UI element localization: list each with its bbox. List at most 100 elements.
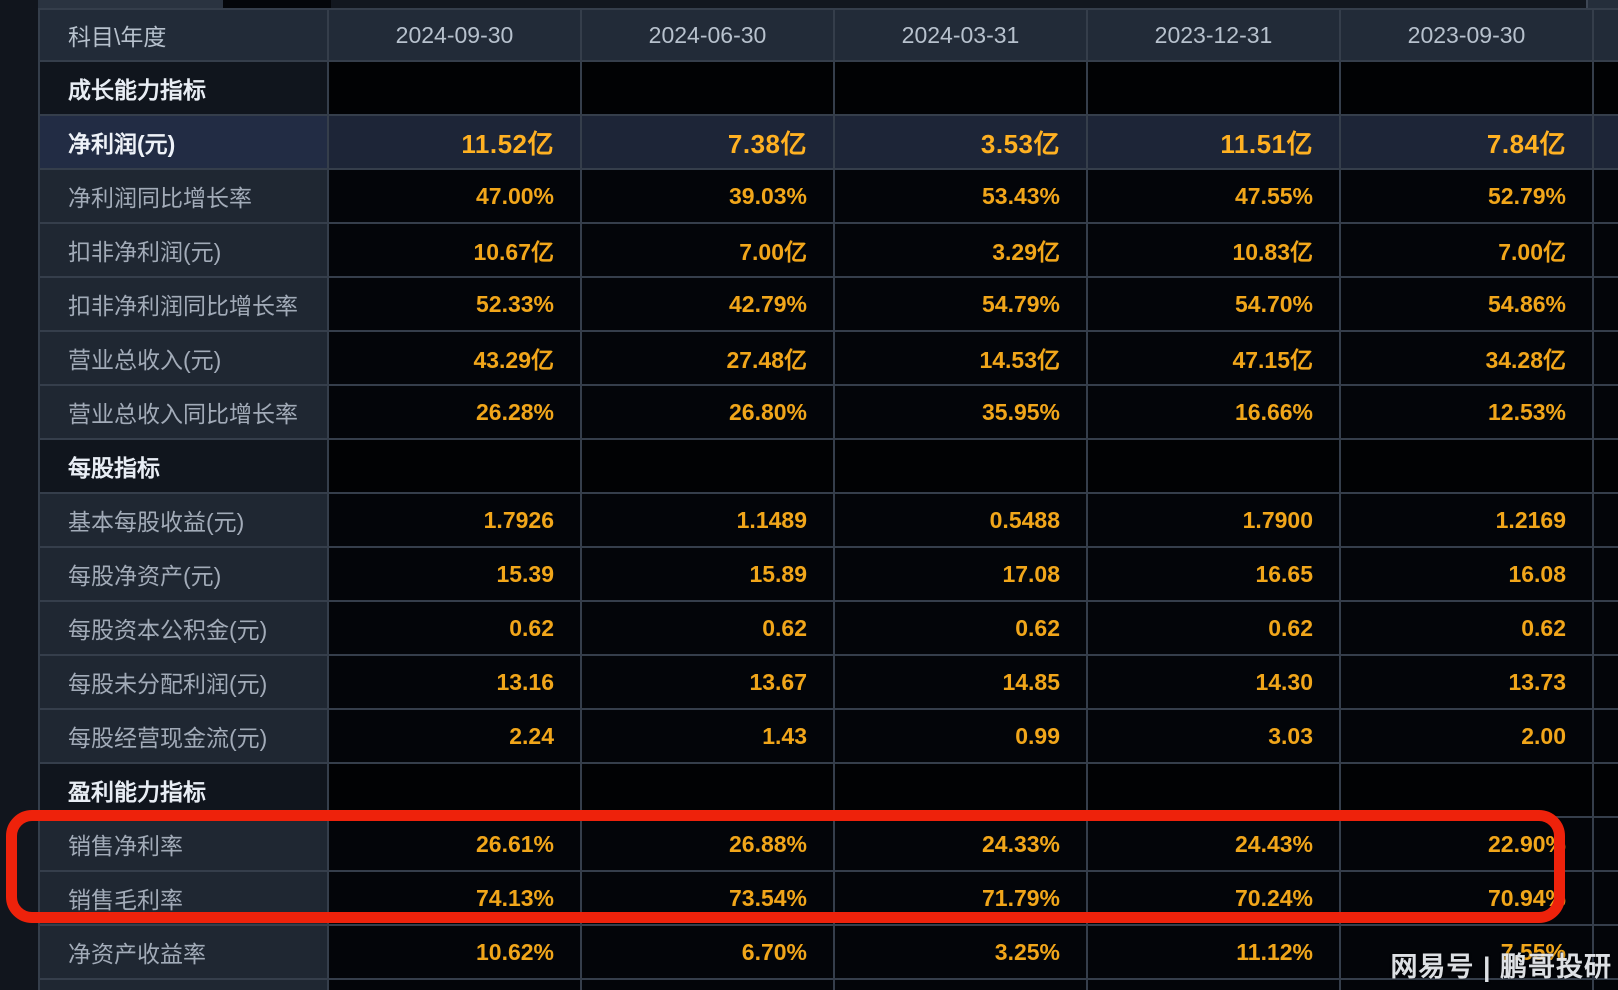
row-label: 每股资本公积金(元) [38, 600, 329, 656]
row-label: 销售净利率 [38, 816, 329, 872]
header-cell-clipped [1592, 8, 1618, 62]
cell-value: 43.29亿 [327, 330, 582, 386]
cell-value [1086, 60, 1341, 116]
cell-clipped [1592, 654, 1618, 710]
cell-clipped [1592, 330, 1618, 386]
cell-value: 14.53亿 [833, 330, 1088, 386]
cell-value [1086, 978, 1341, 990]
cell-value: 3.25% [833, 924, 1088, 980]
cell-value: 11.51亿 [1086, 114, 1341, 170]
cell-value: 7.55% [1339, 924, 1594, 980]
cell-value: 26.28% [327, 384, 582, 440]
cell-value [580, 978, 835, 990]
cell-value: 16.65 [1086, 546, 1341, 602]
cell-value: 1.7926 [327, 492, 582, 548]
cell-value: 13.73 [1339, 654, 1594, 710]
row-label: 扣非净利润同比增长率 [38, 276, 329, 332]
header-cell-date: 2024-09-30 [327, 8, 582, 62]
cell-value: 3.03 [1086, 708, 1341, 764]
cell-value: 22.90% [1339, 816, 1594, 872]
cell-value: 54.70% [1086, 276, 1341, 332]
cell-value [833, 762, 1088, 818]
table-body: 成长能力指标 净利润(元) 11.52亿 7.38亿 3.53亿 11.51亿 7.84亿净… [38, 60, 1618, 990]
cell-value: 7.00亿 [580, 222, 835, 278]
cell-value: 0.62 [833, 600, 1088, 656]
row-label: 每股未分配利润(元) [38, 654, 329, 710]
row-label: 净利润(元) [38, 114, 329, 170]
section-row[interactable]: 盈利能力指标 [38, 762, 1618, 818]
cell-value: 47.55% [1086, 168, 1341, 224]
cell-value: 17.08 [833, 546, 1088, 602]
cell-value: 3.29亿 [833, 222, 1088, 278]
cell-value: 34.28亿 [1339, 330, 1594, 386]
cell-value: 42.79% [580, 276, 835, 332]
cell-clipped [1592, 60, 1618, 116]
cell-value: 70.24% [1086, 870, 1341, 926]
cell-value: 10.67亿 [327, 222, 582, 278]
cell-value [1086, 438, 1341, 494]
table-row[interactable]: 净资产收益率 10.62% 6.70% 3.25% 11.12% 7.55% [38, 924, 1618, 980]
cell-value: 54.79% [833, 276, 1088, 332]
cell-value [833, 60, 1088, 116]
header-cell-date: 2023-12-31 [1086, 8, 1341, 62]
cell-clipped [1592, 816, 1618, 872]
table-row[interactable]: 扣非净利润同比增长率 52.33% 42.79% 54.79% 54.70% 54.86% [38, 276, 1618, 332]
highlighted-table-row[interactable]: 净利润(元) 11.52亿 7.38亿 3.53亿 11.51亿 7.84亿 [38, 114, 1618, 170]
cell-value: 13.16 [327, 654, 582, 710]
table-row[interactable]: 净利润同比增长率 47.00% 39.03% 53.43% 47.55% 52.79% [38, 168, 1618, 224]
table-row[interactable]: 基本每股收益(元) 1.7926 1.1489 0.5488 1.7900 1.2169 [38, 492, 1618, 548]
sliver-segment [331, 0, 1588, 8]
section-row[interactable]: 成长能力指标 [38, 60, 1618, 116]
table-row[interactable]: 销售净利率 26.61% 26.88% 24.33% 24.43% 22.90% [38, 816, 1618, 872]
clipped-table-row [38, 978, 1618, 990]
table-row[interactable]: 营业总收入同比增长率 26.28% 26.80% 35.95% 16.66% 12.53% [38, 384, 1618, 440]
cell-clipped [1592, 708, 1618, 764]
row-label: 营业总收入(元) [38, 330, 329, 386]
cell-clipped [1592, 114, 1618, 170]
cell-value: 26.88% [580, 816, 835, 872]
cell-value [833, 978, 1088, 990]
cell-value: 53.43% [833, 168, 1088, 224]
cell-value [580, 438, 835, 494]
table-row[interactable]: 扣非净利润(元) 10.67亿 7.00亿 3.29亿 10.83亿 7.00亿 [38, 222, 1618, 278]
cell-value: 26.61% [327, 816, 582, 872]
row-label [38, 978, 329, 990]
cell-value [327, 438, 582, 494]
cell-value: 10.62% [327, 924, 582, 980]
cell-value [1339, 762, 1594, 818]
cell-value: 11.12% [1086, 924, 1341, 980]
cell-value: 52.33% [327, 276, 582, 332]
table-row[interactable]: 每股净资产(元) 15.39 15.89 17.08 16.65 16.08 [38, 546, 1618, 602]
table-row[interactable]: 每股未分配利润(元) 13.16 13.67 14.85 14.30 13.73 [38, 654, 1618, 710]
cell-value: 16.66% [1086, 384, 1341, 440]
cell-value: 47.15亿 [1086, 330, 1341, 386]
cell-value: 2.24 [327, 708, 582, 764]
cell-clipped [1592, 384, 1618, 440]
row-label: 成长能力指标 [38, 60, 329, 116]
table-row[interactable]: 每股资本公积金(元) 0.62 0.62 0.62 0.62 0.62 [38, 600, 1618, 656]
cell-value: 74.13% [327, 870, 582, 926]
cell-value: 70.94% [1339, 870, 1594, 926]
cell-value: 47.00% [327, 168, 582, 224]
cell-value: 14.85 [833, 654, 1088, 710]
cell-value [1339, 60, 1594, 116]
cell-value: 15.89 [580, 546, 835, 602]
cell-value [327, 762, 582, 818]
row-label: 净资产收益率 [38, 924, 329, 980]
row-label: 基本每股收益(元) [38, 492, 329, 548]
table-row[interactable]: 营业总收入(元) 43.29亿 27.48亿 14.53亿 47.15亿 34.28亿 [38, 330, 1618, 386]
cell-value: 0.62 [580, 600, 835, 656]
cell-clipped [1592, 276, 1618, 332]
table-row[interactable]: 销售毛利率 74.13% 73.54% 71.79% 70.24% 70.94% [38, 870, 1618, 926]
cell-value: 0.62 [1339, 600, 1594, 656]
section-row[interactable]: 每股指标 [38, 438, 1618, 494]
cell-value: 1.2169 [1339, 492, 1594, 548]
cell-value: 11.52亿 [327, 114, 582, 170]
cell-clipped [1592, 600, 1618, 656]
cell-value: 35.95% [833, 384, 1088, 440]
cell-value [327, 978, 582, 990]
cell-value: 71.79% [833, 870, 1088, 926]
cell-value: 7.00亿 [1339, 222, 1594, 278]
cell-value: 2.00 [1339, 708, 1594, 764]
table-row[interactable]: 每股经营现金流(元) 2.24 1.43 0.99 3.03 2.00 [38, 708, 1618, 764]
